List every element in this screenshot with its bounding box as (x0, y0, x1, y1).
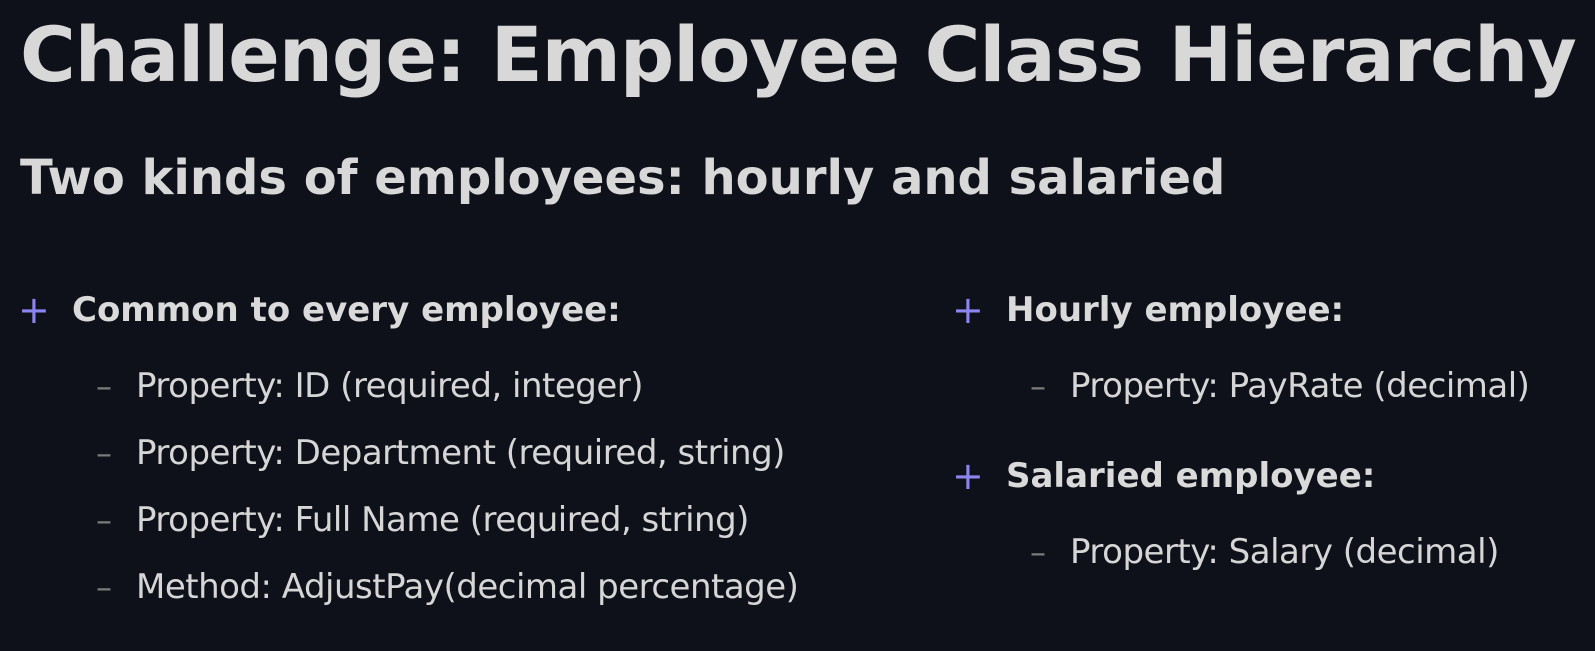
slide-subtitle: Two kinds of employees: hourly and salar… (20, 150, 1226, 206)
list-item-text: Property: ID (required, integer) (136, 365, 644, 406)
list-item-text: Method: AdjustPay(decimal percentage) (136, 566, 799, 607)
list-item-text: Property: Department (required, string) (136, 432, 785, 473)
list-item: – Property: ID (required, integer) (18, 352, 798, 419)
list-item-text: Property: Salary (decimal) (1070, 531, 1499, 572)
dash-icon: – (96, 433, 112, 472)
list-item: – Property: Full Name (required, string) (18, 486, 798, 553)
dash-icon: – (96, 500, 112, 539)
dash-icon: – (1030, 366, 1046, 405)
common-employee-heading: Common to every employee: (72, 290, 621, 330)
plus-icon: + (18, 288, 50, 332)
list-item: – Property: Salary (decimal) (952, 518, 1529, 585)
dash-icon: – (1030, 532, 1046, 571)
dash-icon: – (96, 366, 112, 405)
list-item-text: Property: Full Name (required, string) (136, 499, 749, 540)
list-item-text: Property: PayRate (decimal) (1070, 365, 1530, 406)
common-employee-list: – Property: ID (required, integer) – Pro… (18, 352, 799, 620)
common-employee-column: + Common to every employee: – Property: … (18, 285, 799, 620)
salaried-employee-list: – Property: Salary (decimal) (952, 518, 1529, 585)
hourly-employee-bullet: + Hourly employee: (952, 285, 1529, 335)
hourly-employee-heading: Hourly employee: (1006, 290, 1345, 330)
salaried-employee-heading: Salaried employee: (1006, 456, 1376, 496)
list-item: – Property: Department (required, string… (18, 419, 798, 486)
hourly-employee-list: – Property: PayRate (decimal) (952, 352, 1530, 419)
list-item: – Method: AdjustPay(decimal percentage) (18, 553, 799, 620)
common-employee-bullet: + Common to every employee: (18, 285, 798, 335)
employee-types-column: + Hourly employee: – Property: PayRate (… (952, 285, 1530, 585)
slide-title: Challenge: Employee Class Hierarchy (20, 10, 1577, 99)
salaried-employee-bullet: + Salaried employee: (952, 451, 1529, 501)
plus-icon: + (952, 454, 984, 498)
dash-icon: – (96, 567, 112, 606)
list-item: – Property: PayRate (decimal) (952, 352, 1530, 419)
plus-icon: + (952, 288, 984, 332)
